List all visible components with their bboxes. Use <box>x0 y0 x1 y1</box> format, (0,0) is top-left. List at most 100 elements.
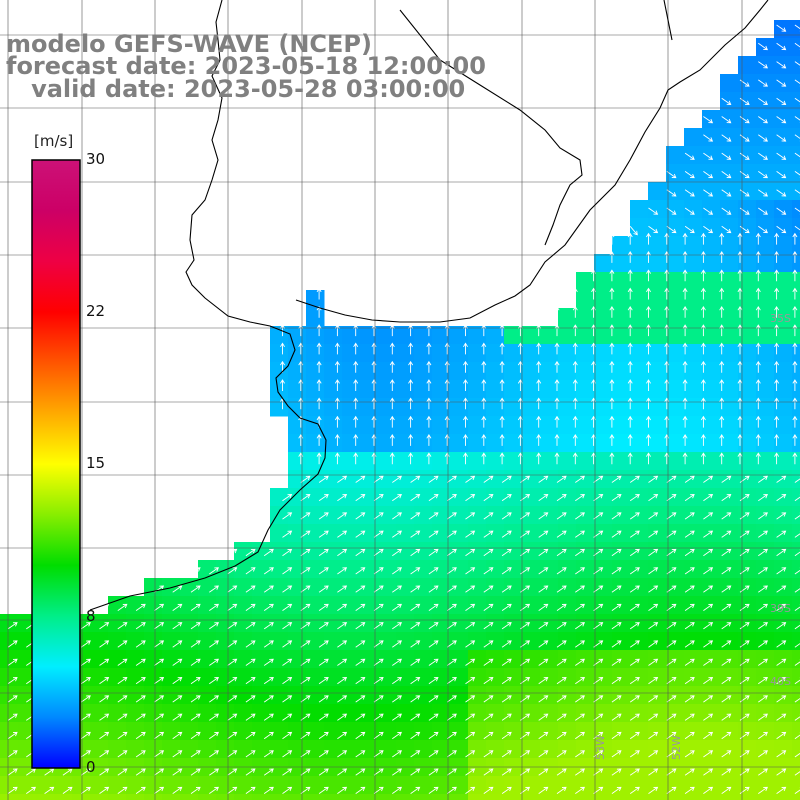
wind-cell <box>234 578 253 597</box>
wind-arrow <box>794 116 800 124</box>
wind-cell <box>702 182 721 201</box>
wind-arrow <box>684 713 695 721</box>
wind-cell <box>378 722 397 741</box>
wind-arrow <box>245 731 256 740</box>
wind-cell <box>594 704 613 723</box>
wind-arrow <box>609 415 615 428</box>
wind-arrow <box>99 622 110 630</box>
wind-arrow <box>758 134 768 142</box>
wind-cell <box>504 722 523 741</box>
wind-cell <box>468 344 487 363</box>
wind-cell <box>504 668 523 687</box>
wind-arrow <box>682 251 688 263</box>
wind-arrow <box>538 750 549 758</box>
wind-arrow <box>684 658 695 666</box>
wind-cell <box>756 272 775 291</box>
wind-cell <box>450 596 469 615</box>
wind-arrow <box>353 452 359 465</box>
wind-arrow <box>646 415 651 428</box>
wind-arrow <box>135 677 146 685</box>
wind-cell <box>198 740 217 759</box>
wind-cell <box>720 146 739 165</box>
wind-cell <box>324 542 343 561</box>
wind-arrow <box>392 475 402 483</box>
wind-cell <box>522 560 541 579</box>
wind-arrow <box>99 731 110 740</box>
wind-cell <box>450 434 469 453</box>
wind-arrow <box>792 324 798 337</box>
wind-arrow <box>444 452 450 465</box>
wind-arrow <box>556 640 567 648</box>
wind-cell <box>540 488 559 507</box>
wind-cell <box>486 542 505 561</box>
wind-cell <box>306 416 325 435</box>
wind-cell <box>198 614 217 633</box>
wind-arrow <box>794 732 800 740</box>
wind-arrow <box>371 342 377 355</box>
wind-arrow <box>154 658 165 666</box>
colorbar-tick-30: 30 <box>86 150 106 168</box>
wind-cell <box>468 470 487 489</box>
wind-arrow <box>739 207 750 215</box>
wind-arrow <box>501 695 512 703</box>
wind-cell <box>0 794 19 800</box>
wind-arrow <box>117 622 128 630</box>
wind-arrow <box>209 713 219 721</box>
wind-arrow <box>355 548 366 557</box>
wind-cell <box>666 704 685 723</box>
wind-cell <box>702 200 721 219</box>
wind-cell <box>414 362 433 381</box>
wind-arrow <box>629 226 638 236</box>
wind-cell <box>342 686 361 705</box>
wind-arrow <box>337 622 348 630</box>
wind-cell <box>270 560 289 579</box>
wind-cell <box>414 416 433 435</box>
wind-arrow <box>263 768 274 776</box>
wind-arrow <box>428 731 439 740</box>
wind-cell <box>0 722 19 741</box>
wind-arrow <box>739 731 750 740</box>
wind-cell <box>396 596 415 615</box>
wind-cell <box>756 398 775 417</box>
wind-arrow <box>776 152 787 160</box>
wind-arrow <box>117 640 128 648</box>
wind-arrow <box>538 512 549 520</box>
wind-arrow <box>337 475 348 483</box>
wind-cell <box>450 542 469 561</box>
wind-cell <box>324 416 343 435</box>
wind-cell <box>612 398 631 417</box>
wind-cell <box>792 632 800 651</box>
wind-cell <box>756 128 775 147</box>
wind-arrow <box>648 786 659 794</box>
wind-cell <box>414 632 433 651</box>
wind-arrow <box>501 713 512 721</box>
wind-cell <box>522 632 541 651</box>
wind-arrow <box>227 567 238 575</box>
wind-arrow <box>794 24 800 32</box>
wind-arrow <box>739 786 750 794</box>
wind-cell <box>702 740 721 759</box>
wind-arrow <box>575 603 585 611</box>
wind-arrow <box>538 713 549 721</box>
wind-cell <box>504 344 523 363</box>
wind-cell <box>558 506 577 525</box>
wind-cell <box>702 164 721 183</box>
wind-cell <box>558 686 577 705</box>
wind-arrow <box>684 750 695 758</box>
wind-arrow <box>371 379 377 391</box>
wind-cell <box>162 614 181 633</box>
wind-arrow <box>719 342 725 355</box>
wind-arrow <box>318 768 329 776</box>
wind-arrow <box>774 342 780 355</box>
wind-arrow <box>245 622 256 630</box>
wind-cell <box>486 668 505 687</box>
wind-arrow <box>721 603 732 611</box>
wind-cell <box>756 452 775 471</box>
wind-cell <box>792 722 800 741</box>
wind-arrow <box>739 768 750 776</box>
wind-cell <box>468 362 487 381</box>
wind-arrow <box>776 768 787 776</box>
wind-arrow <box>629 695 640 703</box>
wind-arrow <box>499 360 505 373</box>
wind-cell <box>252 686 271 705</box>
